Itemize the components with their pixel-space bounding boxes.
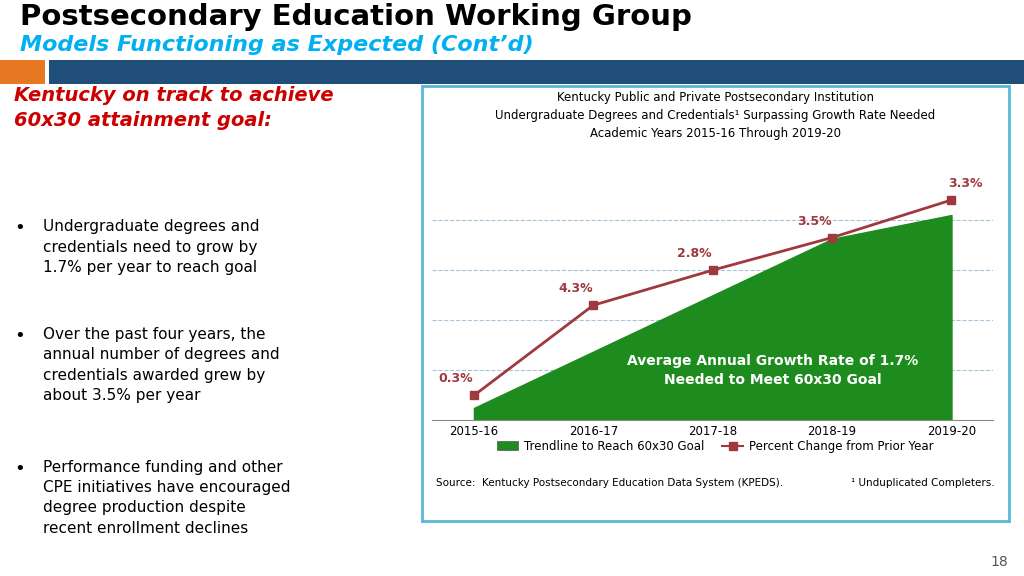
Text: 18: 18 xyxy=(990,555,1008,569)
Text: Undergraduate degrees and
credentials need to grow by
1.7% per year to reach goa: Undergraduate degrees and credentials ne… xyxy=(43,219,259,275)
Text: Over the past four years, the
annual number of degrees and
credentials awarded g: Over the past four years, the annual num… xyxy=(43,327,280,403)
Text: ¹ Unduplicated Completers.: ¹ Unduplicated Completers. xyxy=(851,478,994,487)
Text: 4.3%: 4.3% xyxy=(558,282,593,295)
Text: Performance funding and other
CPE initiatives have encouraged
degree production : Performance funding and other CPE initia… xyxy=(43,460,290,536)
Text: Models Functioning as Expected (Cont’d): Models Functioning as Expected (Cont’d) xyxy=(20,35,534,55)
Text: 3.5%: 3.5% xyxy=(797,214,831,228)
Text: 2.8%: 2.8% xyxy=(678,247,712,260)
Text: •: • xyxy=(14,460,25,478)
Text: Postsecondary Education Working Group: Postsecondary Education Working Group xyxy=(20,3,692,31)
Text: Source:  Kentucky Postsecondary Education Data System (KPEDS).: Source: Kentucky Postsecondary Education… xyxy=(436,478,783,487)
Text: Average Annual Growth Rate of 1.7%
Needed to Meet 60x30 Goal: Average Annual Growth Rate of 1.7% Neede… xyxy=(627,354,919,387)
Text: •: • xyxy=(14,327,25,345)
Text: •: • xyxy=(14,219,25,237)
Text: 3.3%: 3.3% xyxy=(948,177,983,190)
Text: Kentucky on track to achieve
60x30 attainment goal:: Kentucky on track to achieve 60x30 attai… xyxy=(14,86,334,130)
Text: 0.3%: 0.3% xyxy=(438,373,473,385)
Bar xyxy=(0,60,45,84)
Legend: Trendline to Reach 60x30 Goal, Percent Change from Prior Year: Trendline to Reach 60x30 Goal, Percent C… xyxy=(493,435,938,457)
Text: Kentucky Public and Private Postsecondary Institution
Undergraduate Degrees and : Kentucky Public and Private Postsecondar… xyxy=(496,91,935,140)
